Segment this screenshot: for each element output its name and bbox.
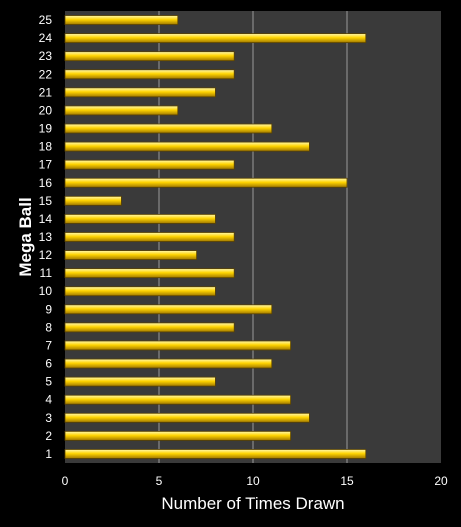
x-axis-title: Number of Times Drawn bbox=[161, 494, 344, 513]
x-tick-label: 15 bbox=[340, 474, 354, 488]
bar-mega-ball-23 bbox=[64, 51, 235, 62]
bar-mega-ball-7 bbox=[64, 340, 292, 351]
bar-mega-ball-18 bbox=[64, 141, 310, 152]
y-tick-label: 17 bbox=[39, 158, 53, 172]
y-tick-label: 3 bbox=[45, 411, 52, 425]
y-tick-label: 9 bbox=[45, 302, 52, 316]
y-tick-label: 8 bbox=[45, 320, 52, 334]
bars bbox=[64, 15, 367, 459]
bar-mega-ball-20 bbox=[64, 105, 179, 116]
y-tick-label: 22 bbox=[39, 67, 53, 81]
y-tick-label: 1 bbox=[45, 447, 52, 461]
bar-mega-ball-1 bbox=[64, 449, 367, 459]
y-tick-label: 18 bbox=[39, 140, 53, 154]
y-tick-label: 24 bbox=[39, 31, 53, 45]
bar-mega-ball-9 bbox=[64, 304, 273, 315]
x-tick-label: 20 bbox=[434, 474, 448, 488]
y-tick-label: 23 bbox=[39, 49, 53, 63]
y-tick-label: 13 bbox=[39, 230, 53, 244]
bar-mega-ball-2 bbox=[64, 430, 292, 441]
y-tick-label: 19 bbox=[39, 122, 53, 136]
y-tick-labels: 1234567891011121314151617181920212223242… bbox=[39, 13, 53, 461]
y-tick-label: 4 bbox=[45, 393, 52, 407]
bar-mega-ball-13 bbox=[64, 232, 235, 242]
y-axis-title: Mega Ball bbox=[16, 197, 35, 276]
bar-mega-ball-11 bbox=[64, 268, 235, 279]
y-tick-label: 6 bbox=[45, 357, 52, 371]
bar-mega-ball-21 bbox=[64, 87, 216, 98]
x-tick-label: 0 bbox=[62, 474, 69, 488]
y-tick-label: 7 bbox=[45, 338, 52, 352]
bar-mega-ball-12 bbox=[64, 250, 198, 260]
y-tick-label: 14 bbox=[39, 212, 53, 226]
bar-mega-ball-8 bbox=[64, 322, 235, 333]
y-tick-label: 2 bbox=[45, 429, 52, 443]
bar-mega-ball-4 bbox=[64, 394, 292, 405]
x-tick-label: 10 bbox=[246, 474, 260, 488]
y-tick-label: 10 bbox=[39, 284, 53, 298]
y-tick-label: 12 bbox=[39, 248, 53, 262]
y-tick-label: 25 bbox=[39, 13, 53, 27]
bar-mega-ball-6 bbox=[64, 358, 273, 369]
bar-mega-ball-24 bbox=[64, 33, 367, 44]
y-tick-label: 5 bbox=[45, 375, 52, 389]
bar-mega-ball-14 bbox=[64, 214, 216, 224]
y-tick-label: 20 bbox=[39, 103, 53, 117]
y-tick-label: 16 bbox=[39, 176, 53, 190]
bar-mega-ball-5 bbox=[64, 376, 216, 387]
bar-mega-ball-10 bbox=[64, 286, 216, 297]
bar-mega-ball-17 bbox=[64, 159, 235, 170]
bar-mega-ball-16 bbox=[64, 177, 348, 188]
bar-mega-ball-22 bbox=[64, 69, 235, 80]
bar-mega-ball-19 bbox=[64, 123, 273, 134]
y-tick-label: 21 bbox=[39, 85, 53, 99]
bar-mega-ball-15 bbox=[64, 195, 122, 206]
x-tick-label: 5 bbox=[156, 474, 163, 488]
x-tick-labels: 0 5 10 15 20 bbox=[62, 474, 448, 488]
y-tick-label: 11 bbox=[40, 266, 53, 280]
y-tick-label: 15 bbox=[39, 194, 53, 208]
bar-mega-ball-25 bbox=[64, 15, 179, 25]
bar-mega-ball-3 bbox=[64, 412, 310, 423]
